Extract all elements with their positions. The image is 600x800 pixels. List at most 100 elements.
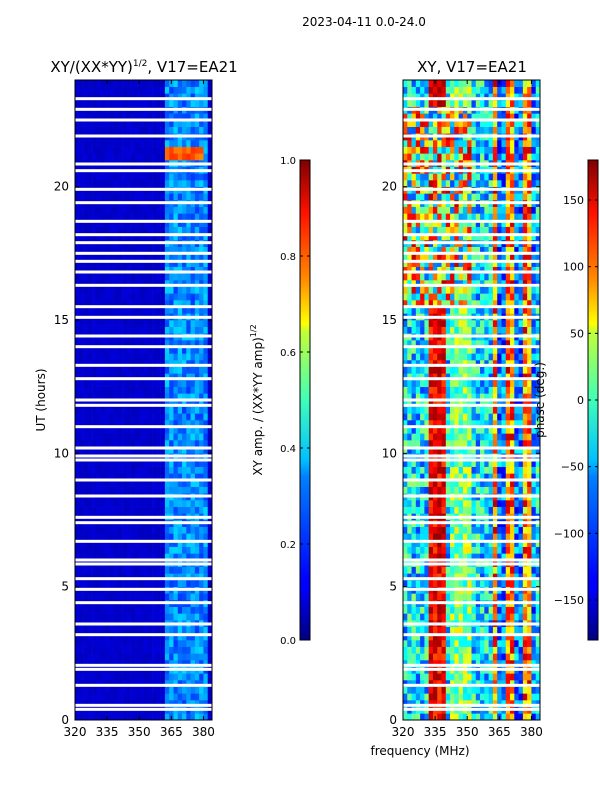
- heatmap-cell: [203, 120, 209, 127]
- heatmap-cell: [454, 473, 459, 481]
- heatmap-cell: [458, 406, 464, 414]
- heatmap-cell: [207, 460, 213, 467]
- heatmap-cell: [75, 286, 80, 294]
- heatmap-cell: [186, 533, 191, 541]
- heatmap-cell: [488, 593, 494, 601]
- heatmap-cell: [117, 406, 123, 414]
- heatmap-cell: [87, 653, 93, 661]
- heatmap-cell: [156, 633, 161, 641]
- heatmap-cell: [403, 360, 408, 367]
- heatmap-cell: [522, 353, 528, 361]
- heatmap-cell: [156, 326, 161, 334]
- heatmap-cell: [79, 633, 84, 641]
- heatmap-cell: [177, 613, 183, 621]
- heatmap-cell: [462, 626, 468, 634]
- heatmap-cell: [152, 693, 157, 701]
- heatmap-cell: [122, 393, 127, 401]
- heatmap-cell: [152, 573, 157, 581]
- heatmap-cell: [75, 633, 80, 641]
- heatmap-cell: [475, 580, 481, 587]
- heatmap-cell: [182, 686, 187, 694]
- heatmap-cell: [113, 626, 119, 634]
- heatmap-cell: [139, 406, 144, 414]
- heatmap-cell: [164, 340, 170, 347]
- heatmap-cell: [79, 213, 84, 221]
- heatmap-cell: [403, 660, 408, 667]
- flagged-row: [75, 201, 212, 205]
- heatmap-cell: [190, 546, 196, 554]
- heatmap-cell: [134, 266, 140, 274]
- heatmap-cell: [113, 266, 119, 274]
- heatmap-cell: [156, 173, 161, 181]
- heatmap-cell: [190, 180, 196, 187]
- heatmap-cell: [471, 626, 477, 634]
- heatmap-cell: [100, 700, 106, 707]
- heatmap-cell: [194, 173, 200, 181]
- heatmap-cell: [113, 100, 119, 107]
- heatmap-cell: [199, 533, 204, 541]
- heatmap-cell: [130, 126, 136, 134]
- heatmap-cell: [156, 653, 161, 661]
- heatmap-cell: [484, 500, 489, 507]
- heatmap-cell: [454, 580, 459, 587]
- heatmap-cell: [117, 253, 123, 261]
- heatmap-cell: [156, 486, 161, 494]
- heatmap-cell: [488, 360, 494, 367]
- heatmap-cell: [199, 253, 204, 261]
- heatmap-cell: [420, 566, 425, 574]
- heatmap-cell: [411, 526, 417, 534]
- flagged-row: [75, 577, 212, 581]
- heatmap-cell: [109, 540, 114, 547]
- heatmap-cell: [207, 86, 213, 94]
- heatmap-cell: [160, 213, 166, 221]
- heatmap-cell: [130, 480, 136, 487]
- heatmap-cell: [96, 353, 101, 361]
- heatmap-cell: [518, 440, 524, 447]
- heatmap-cell: [92, 580, 97, 587]
- heatmap-cell: [164, 266, 170, 274]
- heatmap-cell: [480, 466, 485, 474]
- heatmap-cell: [87, 326, 93, 334]
- heatmap-cell: [450, 573, 455, 581]
- heatmap-cell: [83, 673, 89, 681]
- heatmap-cell: [186, 713, 191, 721]
- heatmap-cell: [501, 653, 507, 661]
- heatmap-cell: [488, 340, 494, 347]
- heatmap-cell: [164, 673, 170, 681]
- heatmap-cell: [492, 633, 498, 641]
- heatmap-cell: [130, 140, 136, 147]
- heatmap-cell: [182, 220, 187, 227]
- heatmap-cell: [126, 373, 131, 381]
- heatmap-cell: [126, 293, 131, 301]
- heatmap-cell: [428, 346, 434, 354]
- heatmap-cell: [109, 380, 114, 387]
- heatmap-cell: [203, 293, 209, 301]
- heatmap-cell: [467, 473, 472, 481]
- heatmap-cell: [484, 573, 489, 581]
- heatmap-cell: [492, 433, 498, 441]
- flagged-row: [75, 187, 212, 191]
- heatmap-cell: [518, 646, 524, 654]
- heatmap-cell: [156, 266, 161, 274]
- heatmap-cell: [437, 700, 442, 707]
- heatmap-cell: [497, 413, 502, 421]
- heatmap-cell: [420, 613, 425, 621]
- heatmap-cell: [510, 653, 515, 661]
- heatmap-cell: [164, 346, 170, 354]
- heatmap-cell: [403, 553, 408, 561]
- heatmap-cell: [75, 673, 80, 681]
- heatmap-cell: [134, 93, 140, 101]
- heatmap-cell: [535, 580, 541, 587]
- heatmap-cell: [169, 440, 174, 447]
- heatmap-cell: [160, 526, 166, 534]
- heatmap-cell: [75, 506, 80, 514]
- heatmap-cell: [467, 446, 472, 454]
- heatmap-cell: [173, 526, 179, 534]
- heatmap-cell: [87, 693, 93, 701]
- heatmap-cell: [488, 566, 494, 574]
- heatmap-cell: [420, 573, 425, 581]
- heatmap-cell: [100, 713, 106, 721]
- heatmap-cell: [117, 286, 123, 294]
- heatmap-cell: [109, 346, 114, 354]
- heatmap-cell: [130, 386, 136, 394]
